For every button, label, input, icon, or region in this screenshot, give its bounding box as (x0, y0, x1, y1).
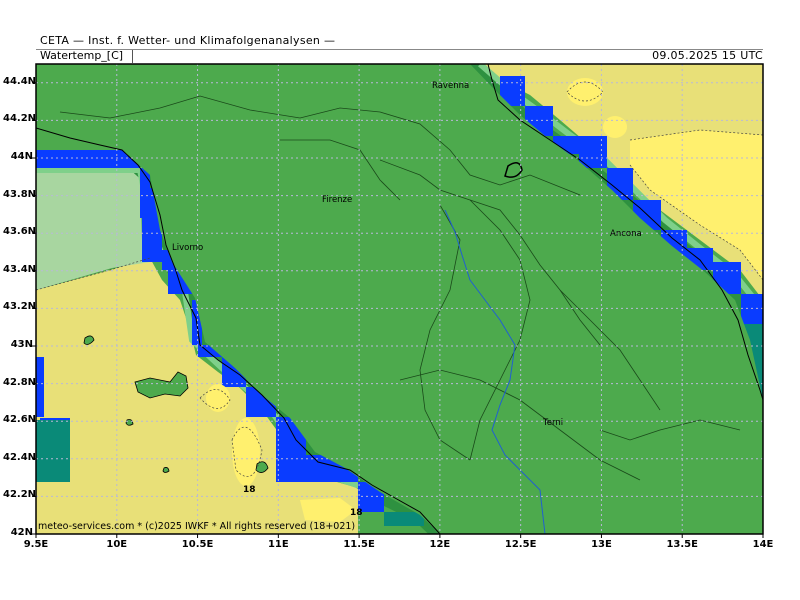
lon-label: 10.5E (181, 539, 214, 550)
city-label-firenze: Firenze (322, 195, 352, 205)
island-gorgona (83, 335, 95, 345)
city-label-ravenna: Ravenna (432, 81, 469, 91)
lat-label: 42.6N (3, 414, 37, 426)
lon-label: 14E (752, 539, 774, 550)
lat-label: 44.4N (3, 75, 37, 87)
warm-patch (603, 116, 627, 138)
lat-label: 44.2N (3, 113, 37, 125)
map-frame (35, 63, 764, 535)
lon-label: 11.5E (343, 539, 375, 550)
lat-label: 43.4N (3, 263, 37, 275)
lat-lon-grid (36, 64, 763, 534)
warm-patch (206, 384, 230, 412)
lat-label: 44N (10, 151, 33, 162)
lat-label: 43.6N (3, 226, 37, 238)
river-tiber (444, 209, 546, 534)
lon-label: 13E (591, 539, 612, 550)
cool-water-northwest (36, 170, 150, 290)
coastline-west (36, 127, 441, 534)
lat-label: 42N (10, 527, 33, 538)
city-label-livorno: Livorno (172, 243, 203, 253)
island-giglio (255, 461, 269, 473)
copyright-notice: meteo-services.com * (c)2025 IWKF * All … (38, 521, 356, 532)
valid-time: 09.05.2025 15 UTC (652, 49, 763, 62)
axis-ticks (32, 82, 764, 538)
lat-label: 43N (10, 339, 33, 350)
city-label-ancona: Ancona (610, 229, 642, 239)
island-montecristo (162, 467, 170, 473)
cold-water-cells-east (500, 76, 763, 324)
lat-label: 42.8N (3, 376, 37, 388)
adriatic-warm-water (630, 130, 763, 280)
lat-label: 43.8N (3, 188, 37, 200)
lon-label: 12E (429, 539, 451, 550)
island-elba (134, 371, 189, 399)
lake-trasimeno-outline (504, 162, 523, 178)
warm-patch (232, 418, 260, 486)
teal-cells-west (36, 420, 424, 526)
island-pianosa (125, 419, 134, 426)
lon-label: 9.5E (23, 539, 49, 550)
label-bar (36, 49, 763, 64)
lat-label: 42.2N (3, 489, 37, 501)
warm-patch (300, 498, 356, 522)
coastline-east (487, 64, 763, 401)
lon-label: 13.5E (666, 539, 698, 550)
header-organization: CETA — Inst. f. Wetter- und Klimafolgena… (40, 34, 336, 47)
contour-label: 18 (350, 508, 363, 518)
contour-label: 18 (243, 485, 256, 495)
lat-label: 42.4N (3, 451, 37, 463)
city-label-terni: Terni (542, 418, 563, 428)
adriatic-mild-water (470, 64, 763, 300)
variable-box (36, 50, 133, 63)
lat-label: 43.2N (3, 301, 37, 313)
lon-label: 11E (267, 539, 289, 550)
lon-label: 10E (106, 539, 128, 550)
italy-land (36, 64, 763, 534)
variable-name: Watertemp_[C] (40, 49, 124, 62)
lon-label: 12.5E (504, 539, 537, 550)
isotherm-contours (36, 81, 763, 477)
